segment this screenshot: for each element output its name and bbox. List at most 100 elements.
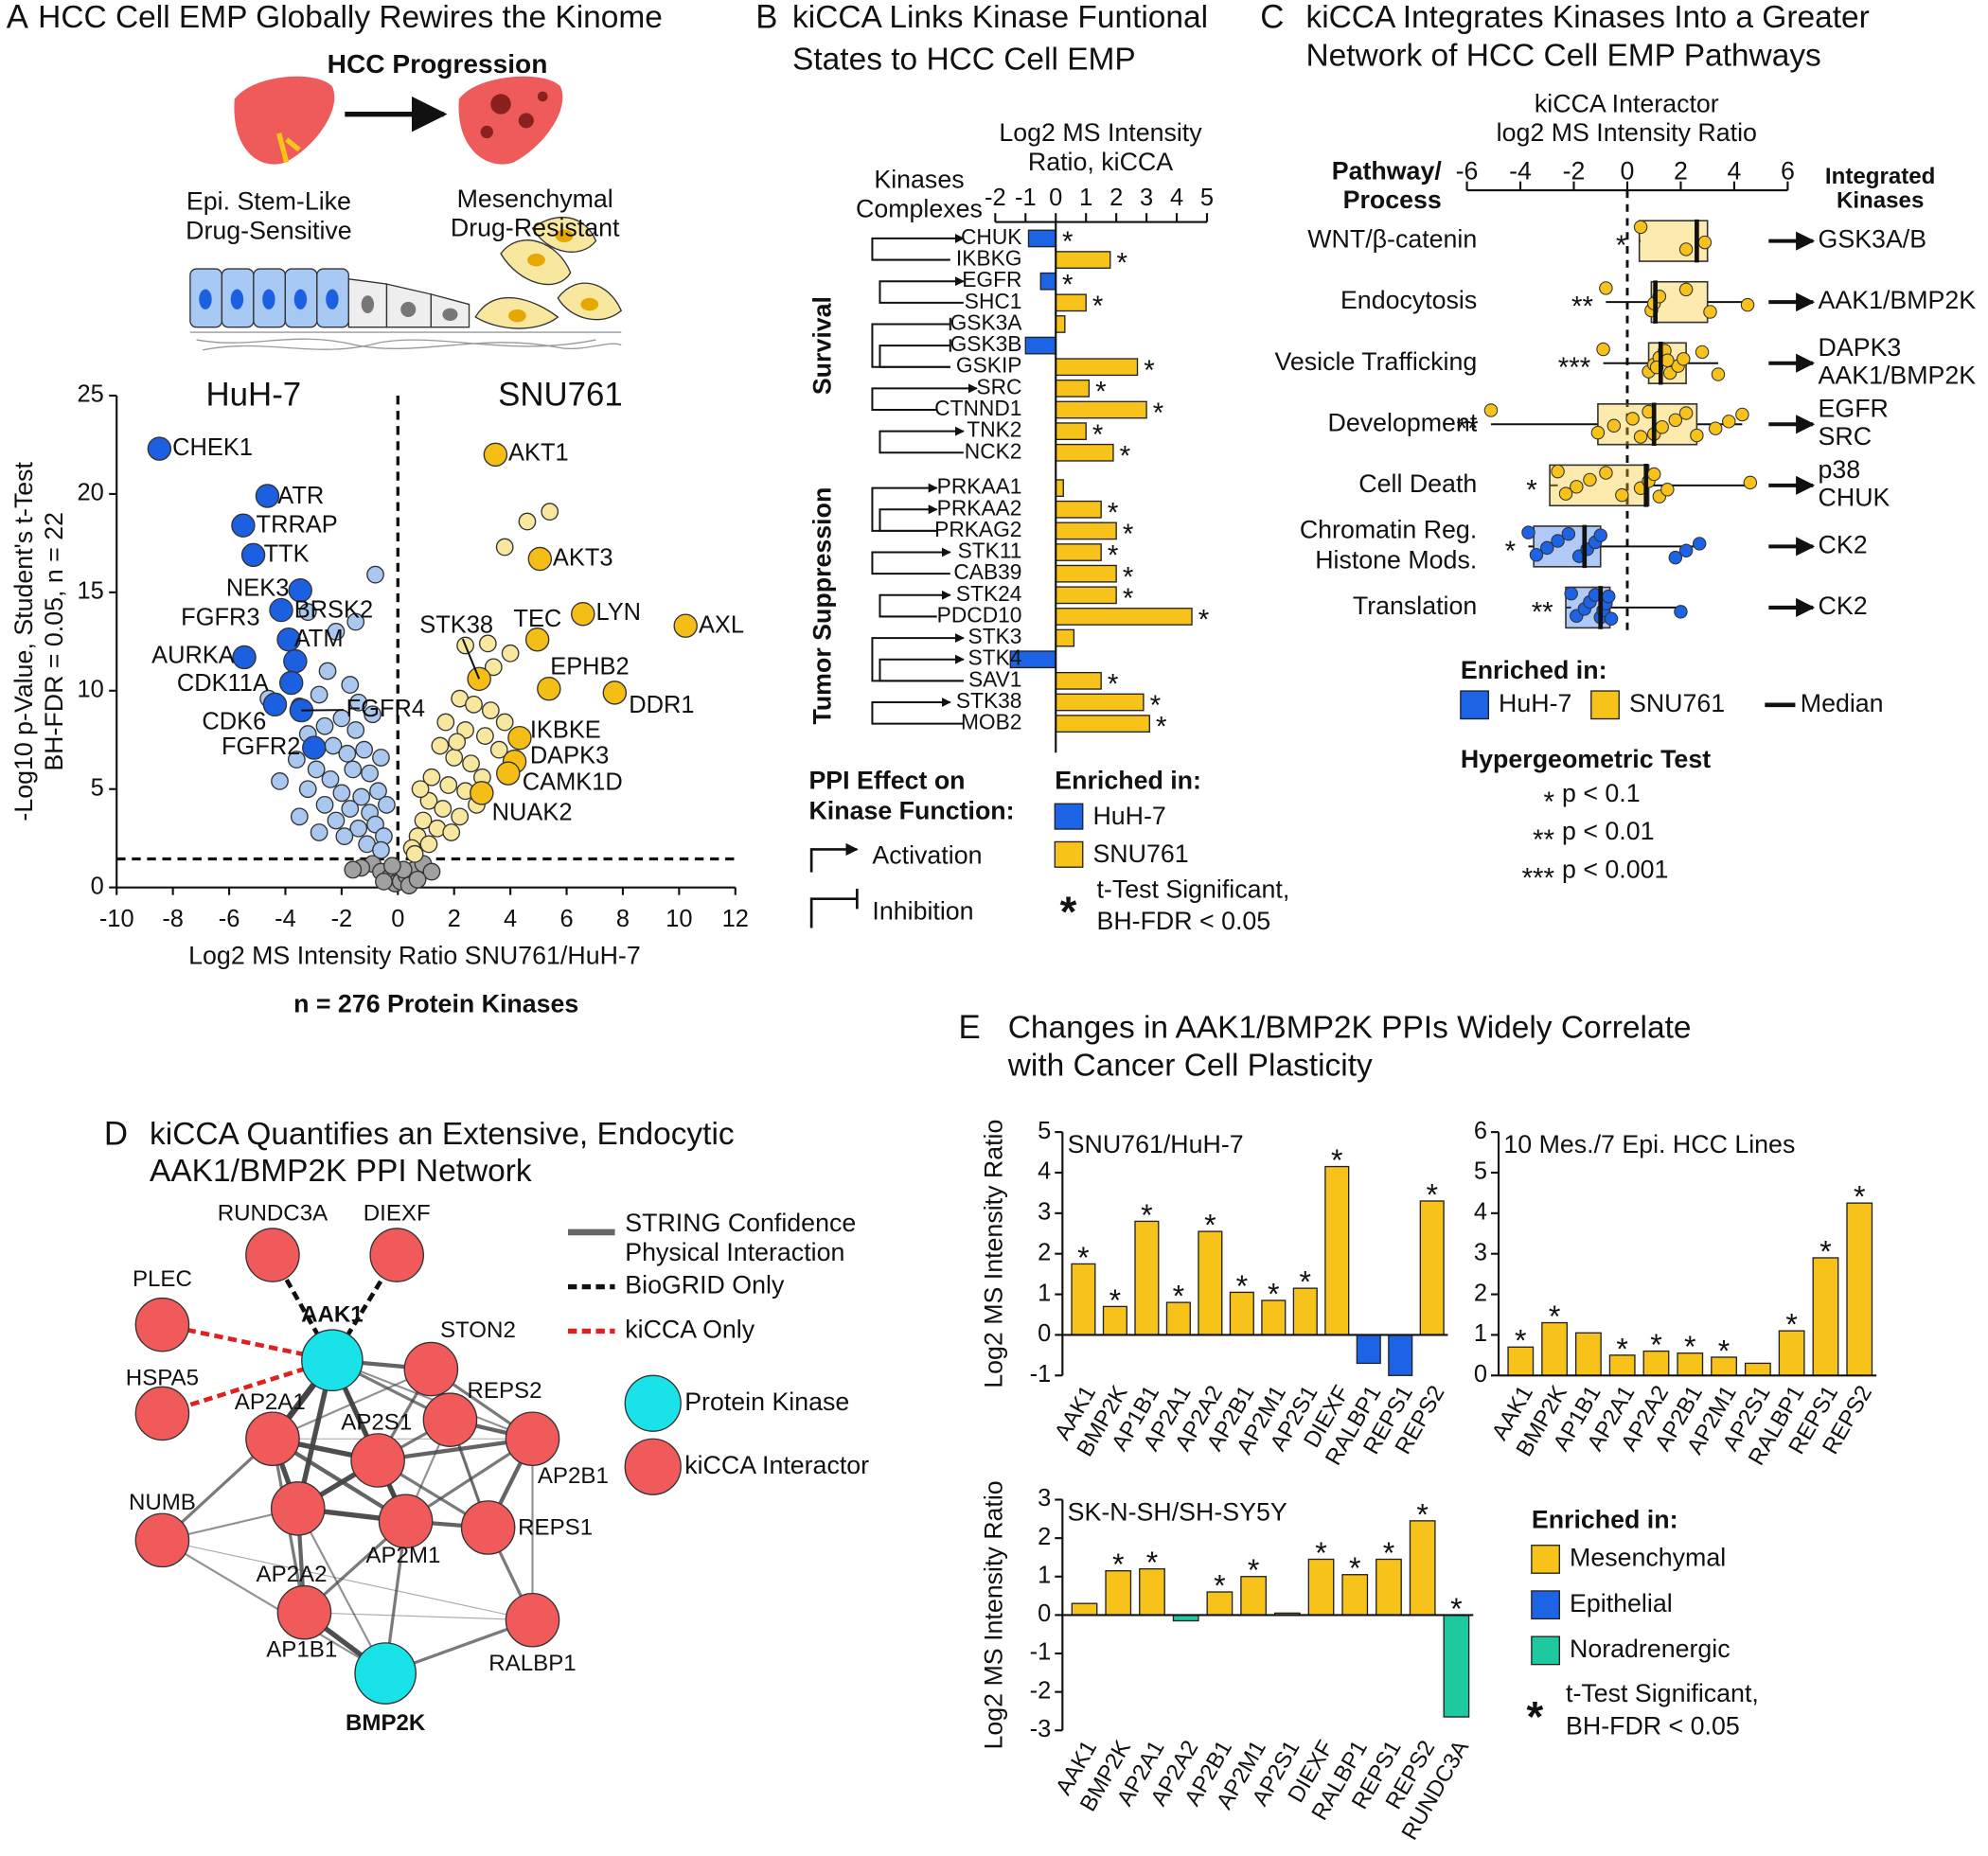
legend-swatch	[1054, 840, 1084, 868]
kinase-label: GSK3A/B	[1819, 225, 1927, 254]
nucleus	[230, 289, 244, 309]
data-point	[1529, 547, 1544, 562]
data-point	[262, 692, 288, 717]
data-point	[1678, 242, 1694, 256]
bar	[1165, 1301, 1191, 1336]
legend-title: Kinase Function:	[808, 797, 1014, 825]
significance-star: *	[1144, 355, 1154, 386]
data-point	[1678, 282, 1694, 297]
bar	[1229, 1291, 1254, 1336]
x-tick-label: 6	[1781, 156, 1795, 185]
data-point	[451, 807, 470, 826]
data-point	[1690, 428, 1704, 443]
significance-star: *	[1062, 269, 1073, 300]
bar	[1055, 315, 1066, 333]
liver-vessel	[276, 133, 301, 164]
data-point	[483, 442, 508, 468]
node-label: AP2S1	[341, 1410, 412, 1436]
data-point	[434, 800, 453, 818]
significance-star: *	[1108, 668, 1118, 699]
panel-title: States to HCC Cell EMP	[792, 42, 1136, 77]
x-tick-label: 4	[1727, 156, 1741, 185]
nucleus	[262, 289, 275, 309]
kinase-node	[301, 1329, 364, 1392]
bar	[1376, 1558, 1402, 1617]
note-text: t-Test Significant,	[1566, 1679, 1759, 1707]
significance-star: *	[1092, 291, 1103, 322]
data-point	[341, 676, 360, 694]
kinase-label: p38	[1819, 455, 1861, 484]
data-point	[1633, 430, 1648, 444]
activation-bracket	[879, 504, 938, 532]
bar	[1541, 1321, 1568, 1376]
legend-label: Noradrenergic	[1570, 1635, 1731, 1663]
interactor-node	[245, 1411, 300, 1467]
data-point	[344, 760, 363, 779]
point-label: ATM	[294, 626, 344, 652]
point-label: NEK3	[226, 575, 289, 602]
point-label: DAPK3	[530, 742, 609, 769]
bar	[1055, 543, 1102, 561]
interactor-node	[505, 1592, 560, 1648]
significance-star: *	[1120, 440, 1130, 471]
data-point	[290, 807, 309, 826]
data-point	[335, 827, 354, 845]
row-label: Chromatin Reg.	[1300, 515, 1477, 543]
panel-title: kiCCA Links Kinase Funtional	[792, 0, 1208, 35]
note-text: BH-FDR < 0.05	[1096, 907, 1270, 935]
category-label: IKBKG	[956, 246, 1022, 271]
y-axis-label: Log2 MS Intensity Ratio	[979, 1480, 1007, 1749]
data-point	[1599, 281, 1613, 295]
bar	[1055, 500, 1102, 519]
point-label: TEC	[513, 606, 561, 632]
illustration-label: Drug-Sensitive	[186, 216, 352, 244]
bar	[1055, 628, 1075, 647]
y-tick-label: 4	[1038, 1158, 1051, 1185]
kinase-label: CHUK	[1819, 484, 1890, 512]
row-label: Endocytosis	[1340, 286, 1477, 314]
bar	[1039, 272, 1056, 291]
note-symbol: *	[1060, 888, 1077, 936]
data-point	[1590, 425, 1606, 440]
data-point	[470, 781, 494, 805]
node-label: PLEC	[133, 1266, 192, 1292]
point-label: EPHB2	[550, 654, 629, 681]
row-label: Development	[1328, 408, 1478, 436]
category-label: STK38	[956, 688, 1022, 713]
x-tick-label: 4	[504, 906, 517, 932]
data-point	[1604, 611, 1619, 626]
data-point	[1677, 352, 1691, 366]
node-label: HSPA5	[126, 1366, 199, 1391]
significance-star: *	[1515, 1324, 1527, 1358]
activation-bracket	[879, 426, 965, 454]
data-point	[501, 644, 520, 663]
nucleus	[442, 308, 458, 321]
significance-star: *	[1116, 248, 1127, 279]
category-label: PRKAG2	[934, 517, 1021, 541]
footnote: n = 276 Protein Kinases	[293, 989, 578, 1017]
data-point	[1674, 605, 1688, 619]
data-point	[1668, 550, 1683, 565]
data-point	[375, 873, 393, 891]
data-point	[1722, 415, 1736, 429]
legend-title: Enriched in:	[1532, 1505, 1678, 1533]
y-tick-label: 5	[1474, 1158, 1487, 1185]
significance-star: **	[1571, 292, 1593, 323]
legend-title: Enriched in:	[1461, 656, 1607, 684]
data-point	[484, 658, 503, 677]
data-point	[327, 811, 346, 830]
significance-star: *	[1549, 1299, 1561, 1334]
bar	[1409, 1520, 1436, 1617]
note-text: BH-FDR < 0.05	[1566, 1712, 1740, 1741]
x-tick-label: 2	[1109, 185, 1123, 211]
data-point	[1583, 472, 1597, 487]
data-point	[524, 628, 550, 652]
significance-star: *	[1416, 1497, 1429, 1531]
category-label: STK3	[968, 624, 1022, 648]
legend-label: Inhibition	[872, 897, 973, 926]
node-label: AP1B1	[266, 1636, 337, 1662]
panel-title: Network of HCC Cell EMP Pathways	[1305, 38, 1820, 73]
y-tick-label: 0	[1038, 1600, 1051, 1627]
tumor	[537, 91, 548, 102]
data-point	[527, 546, 553, 572]
